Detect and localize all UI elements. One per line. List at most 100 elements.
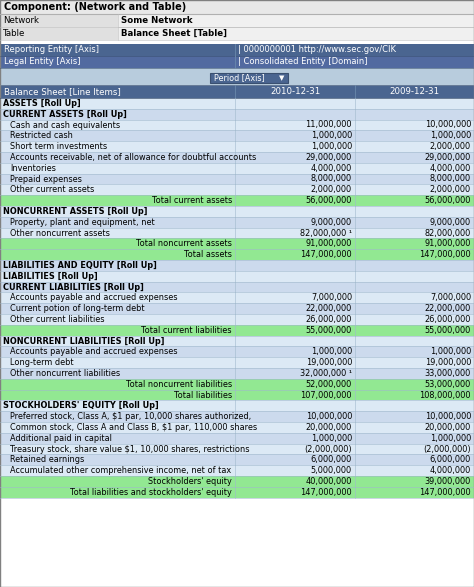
Bar <box>0 195 474 206</box>
Text: 56,000,000: 56,000,000 <box>425 196 471 205</box>
Bar <box>0 40 474 44</box>
Text: Balance Sheet [Line Items]: Balance Sheet [Line Items] <box>4 87 121 96</box>
Text: Legal Entity [Axis]: Legal Entity [Axis] <box>4 58 81 66</box>
Text: Preferred stock, Class A, $1 par, 10,000 shares authorized,: Preferred stock, Class A, $1 par, 10,000… <box>10 412 251 421</box>
Bar <box>210 73 288 83</box>
Bar <box>0 184 474 195</box>
Text: 147,000,000: 147,000,000 <box>301 250 352 259</box>
Text: LIABILITIES AND EQUITY [Roll Up]: LIABILITIES AND EQUITY [Roll Up] <box>3 261 157 270</box>
Text: | 0000000001 http://www.sec.gov/CIK: | 0000000001 http://www.sec.gov/CIK <box>238 46 396 55</box>
Bar <box>0 411 474 422</box>
Text: Total liabilities: Total liabilities <box>174 390 232 400</box>
Text: Common stock, Class A and Class B, $1 par, 110,000 shares: Common stock, Class A and Class B, $1 pa… <box>10 423 257 432</box>
Text: 20,000,000: 20,000,000 <box>306 423 352 432</box>
Text: 147,000,000: 147,000,000 <box>419 488 471 497</box>
Text: Treasury stock, share value $1, 10,000 shares, restrictions: Treasury stock, share value $1, 10,000 s… <box>10 444 249 454</box>
Text: Total noncurrent liabilities: Total noncurrent liabilities <box>126 380 232 389</box>
Text: 147,000,000: 147,000,000 <box>301 488 352 497</box>
Bar <box>0 14 118 27</box>
Text: 91,000,000: 91,000,000 <box>306 239 352 248</box>
Text: ▼: ▼ <box>279 75 284 81</box>
Text: Accounts receivable, net of allowance for doubtful accounts: Accounts receivable, net of allowance fo… <box>10 153 256 162</box>
Text: 1,000,000: 1,000,000 <box>430 131 471 140</box>
Text: 11,000,000: 11,000,000 <box>306 120 352 130</box>
Bar <box>0 174 474 184</box>
Bar <box>0 71 474 85</box>
Text: Accounts payable and accrued expenses: Accounts payable and accrued expenses <box>10 348 177 356</box>
Text: 2009-12-31: 2009-12-31 <box>390 87 439 96</box>
Text: 40,000,000: 40,000,000 <box>306 477 352 486</box>
Text: 19,000,000: 19,000,000 <box>425 358 471 367</box>
Text: 10,000,000: 10,000,000 <box>425 120 471 130</box>
Text: Total noncurrent assets: Total noncurrent assets <box>136 239 232 248</box>
Text: 147,000,000: 147,000,000 <box>419 250 471 259</box>
Text: 2,000,000: 2,000,000 <box>430 142 471 151</box>
Text: 22,000,000: 22,000,000 <box>425 304 471 313</box>
Text: 7,000,000: 7,000,000 <box>311 294 352 302</box>
Bar <box>0 422 474 433</box>
Text: Cash and cash equivalents: Cash and cash equivalents <box>10 120 120 130</box>
Text: 6,000,000: 6,000,000 <box>430 456 471 464</box>
Text: 33,000,000: 33,000,000 <box>425 369 471 378</box>
Bar <box>0 271 474 282</box>
Text: 82,000,000: 82,000,000 <box>425 228 471 238</box>
Bar <box>0 152 474 163</box>
Text: 1,000,000: 1,000,000 <box>311 348 352 356</box>
Text: (2,000,000): (2,000,000) <box>304 444 352 454</box>
Text: Current potion of long-term debt: Current potion of long-term debt <box>10 304 145 313</box>
Text: 9,000,000: 9,000,000 <box>311 218 352 227</box>
Text: 55,000,000: 55,000,000 <box>425 326 471 335</box>
Bar <box>0 85 474 98</box>
Text: (2,000,000): (2,000,000) <box>423 444 471 454</box>
Text: NONCURRENT ASSETS [Roll Up]: NONCURRENT ASSETS [Roll Up] <box>3 207 147 216</box>
Text: Other noncurrent assets: Other noncurrent assets <box>10 228 110 238</box>
Text: Long-term debt: Long-term debt <box>10 358 73 367</box>
Text: Component: (Network and Table): Component: (Network and Table) <box>4 2 186 12</box>
Text: 20,000,000: 20,000,000 <box>425 423 471 432</box>
Bar <box>0 368 474 379</box>
Bar <box>0 444 474 454</box>
Text: 39,000,000: 39,000,000 <box>425 477 471 486</box>
Text: ASSETS [Roll Up]: ASSETS [Roll Up] <box>3 99 81 108</box>
Text: 29,000,000: 29,000,000 <box>425 153 471 162</box>
Text: Inventories: Inventories <box>10 164 56 173</box>
Bar <box>0 292 474 303</box>
Bar <box>0 27 474 40</box>
Text: Period [Axis]: Period [Axis] <box>214 73 265 83</box>
Bar <box>0 325 474 336</box>
Bar <box>0 433 474 444</box>
Text: 108,000,000: 108,000,000 <box>419 390 471 400</box>
Bar <box>0 379 474 390</box>
Text: 107,000,000: 107,000,000 <box>301 390 352 400</box>
Bar <box>0 249 474 260</box>
Bar <box>0 56 474 68</box>
Bar <box>0 260 474 271</box>
Bar <box>0 68 474 71</box>
Text: 2010-12-31: 2010-12-31 <box>270 87 320 96</box>
Bar <box>0 390 474 400</box>
Text: Total liabilities and stockholders' equity: Total liabilities and stockholders' equi… <box>70 488 232 497</box>
Bar <box>0 400 474 411</box>
Bar <box>0 109 474 120</box>
Text: 2,000,000: 2,000,000 <box>311 185 352 194</box>
Text: Accounts payable and accrued expenses: Accounts payable and accrued expenses <box>10 294 177 302</box>
Bar <box>0 14 474 27</box>
Text: 1,000,000: 1,000,000 <box>430 348 471 356</box>
Text: 32,000,000 ¹: 32,000,000 ¹ <box>300 369 352 378</box>
Text: 26,000,000: 26,000,000 <box>425 315 471 324</box>
Text: Stockholders' equity: Stockholders' equity <box>148 477 232 486</box>
Text: 53,000,000: 53,000,000 <box>425 380 471 389</box>
Bar <box>0 130 474 141</box>
Text: Total current liabilities: Total current liabilities <box>142 326 232 335</box>
Text: NONCURRENT LIABILITIES [Roll Up]: NONCURRENT LIABILITIES [Roll Up] <box>3 336 164 346</box>
Bar <box>0 282 474 292</box>
Text: 6,000,000: 6,000,000 <box>311 456 352 464</box>
Text: Prepaid expenses: Prepaid expenses <box>10 174 82 184</box>
Text: 4,000,000: 4,000,000 <box>430 466 471 475</box>
Text: 55,000,000: 55,000,000 <box>306 326 352 335</box>
Text: 10,000,000: 10,000,000 <box>425 412 471 421</box>
Bar <box>0 303 474 314</box>
Text: 52,000,000: 52,000,000 <box>306 380 352 389</box>
Bar <box>0 357 474 368</box>
Text: Additional paid in capital: Additional paid in capital <box>10 434 112 443</box>
